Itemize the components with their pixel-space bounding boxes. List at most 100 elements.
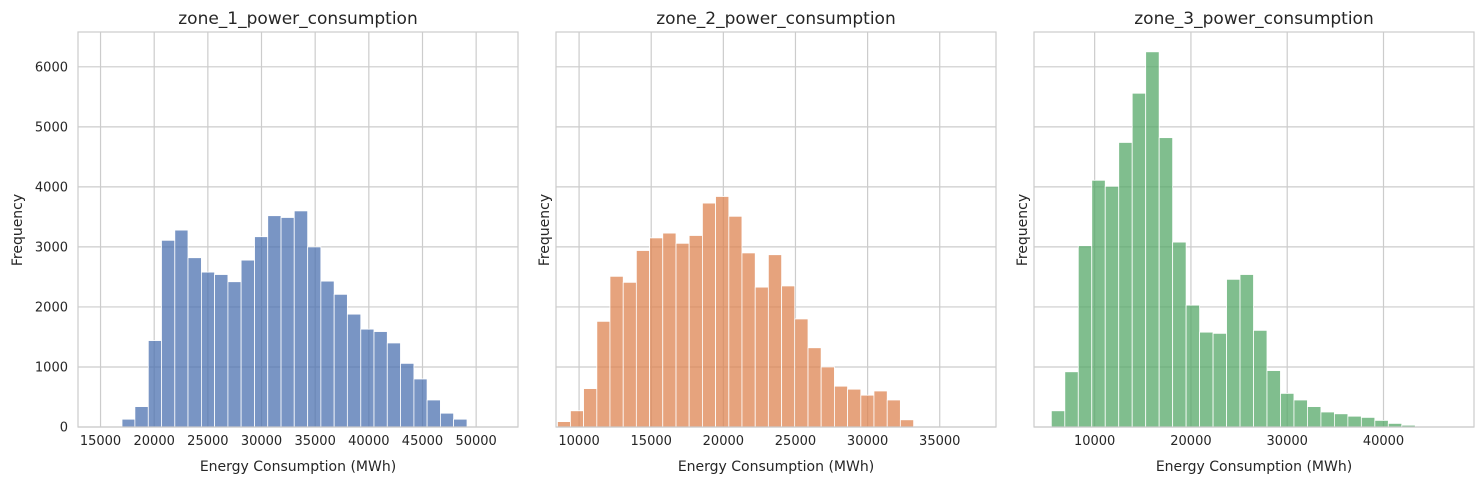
histogram-bar [609,275,624,428]
histogram-bar [767,254,783,428]
y-tick-label: 5000 [35,120,68,135]
x-tick-label: 20000 [703,434,744,449]
histogram-bar [728,215,743,428]
histogram-bar [715,196,730,428]
histogram-bar [781,285,796,428]
histogram-bars [121,210,468,428]
histogram-bar [333,293,348,428]
histogram-bar [1280,392,1295,428]
histogram-bar [794,318,809,428]
histogram-bar [1307,406,1322,428]
plot-frame [77,31,519,428]
histogram-bars [557,196,915,428]
histogram-bar [1293,399,1308,428]
histogram-bar [1050,410,1066,428]
histogram-bar [873,390,888,428]
histogram-bar [596,320,611,428]
panel-zone-3: 10000 20000 30000 40000 zone_3_power_consum… [1015,9,1475,475]
histogram-bar [622,281,637,428]
x-tick-label: 15000 [631,434,672,449]
histogram-bar [847,388,862,428]
histogram-bar [280,217,295,428]
histogram-bar [1199,331,1214,428]
x-tick-label: 40000 [348,434,389,449]
histogram-bar [227,281,242,428]
histogram-bar [161,239,176,428]
x-tick-label: 30000 [241,434,282,449]
y-tick-label: 1000 [35,360,68,375]
histogram-bar [267,215,282,428]
y-tick-label: 4000 [35,180,68,195]
x-tick-label: 30000 [1267,434,1308,449]
x-tick-label: 25000 [187,434,228,449]
histogram-bar [187,257,202,428]
histogram-bar [860,394,875,428]
x-tick-labels: 15000 20000 25000 30000 35000 40000 45000 50000 [80,434,497,449]
histogram-bar [1374,419,1389,428]
x-tick-label: 35000 [919,434,960,449]
y-axis-label: Frequency [10,194,26,266]
y-tick-label: 6000 [35,60,68,75]
x-tick-label: 25000 [775,434,816,449]
histogram-bar [741,252,756,428]
x-tick-label: 30000 [847,434,888,449]
histogram-bar [557,421,571,428]
histogram-bar [1064,371,1079,428]
chart-title: zone_2_power_consumption [656,9,896,29]
histogram-bar [834,385,848,428]
chart-title: zone_3_power_consumption [1134,9,1374,29]
x-axis-label: Energy Consumption (MWh) [200,459,396,475]
x-tick-label: 35000 [294,434,335,449]
histogram-bar [360,328,375,428]
histogram-bar [688,235,703,428]
histogram-bar [1226,278,1241,428]
histogram-bar [570,410,584,428]
histogram-bar [1212,332,1227,428]
histogram-bar [1320,411,1335,428]
plot-frame [1033,31,1475,428]
x-axis-label: Energy Consumption (MWh) [678,459,874,475]
chart-title: zone_1_power_consumption [178,9,418,29]
x-tick-label: 50000 [455,434,496,449]
y-tick-label: 2000 [35,300,68,315]
histogram-bar [1145,51,1160,428]
histogram-bar [1360,416,1376,428]
histogram-bar [1158,137,1174,428]
x-tick-labels: 10000 20000 30000 40000 [1074,434,1404,449]
histogram-bar [147,340,162,428]
histogram-bar [121,418,136,428]
histogram-bar [899,419,915,428]
histogram-bar [1266,370,1281,428]
histogram-bar [254,236,269,428]
histogram-bar [426,399,441,428]
histogram-bar [134,406,149,428]
histogram-bar [1172,241,1187,428]
histogram-bar [702,202,716,428]
y-tick-label: 3000 [35,240,68,255]
histogram-bar [1185,304,1201,428]
histogram-bar [400,362,415,428]
histogram-bar [293,210,309,428]
histogram-bar [1253,329,1268,428]
histogram-bar [413,378,428,428]
panel-zone-1: 15000 20000 25000 30000 35000 40000 45000 50000… [10,9,519,475]
histogram-bar [583,388,598,428]
histogram-bar [174,229,189,428]
histogram-bar [807,347,822,428]
x-axis-label: Energy Consumption (MWh) [1156,459,1352,475]
y-axis-label: Frequency [537,194,553,266]
histogram-bars [1050,51,1416,428]
histogram-bar [1091,179,1106,428]
histogram-bar [1347,415,1362,428]
histogram-bar [386,342,401,428]
histogram-bar [1239,274,1254,428]
y-axis-label: Frequency [1015,194,1031,266]
panel-zone-2: 10000 15000 20000 25000 30000 35000 zone_2_po… [537,9,997,475]
histogram-bar [440,412,455,428]
y-tick-label: 0 [60,421,68,436]
histogram-bar [754,286,769,428]
x-tick-label: 20000 [134,434,175,449]
plot-frame [555,31,997,428]
histogram-bar [240,259,255,428]
